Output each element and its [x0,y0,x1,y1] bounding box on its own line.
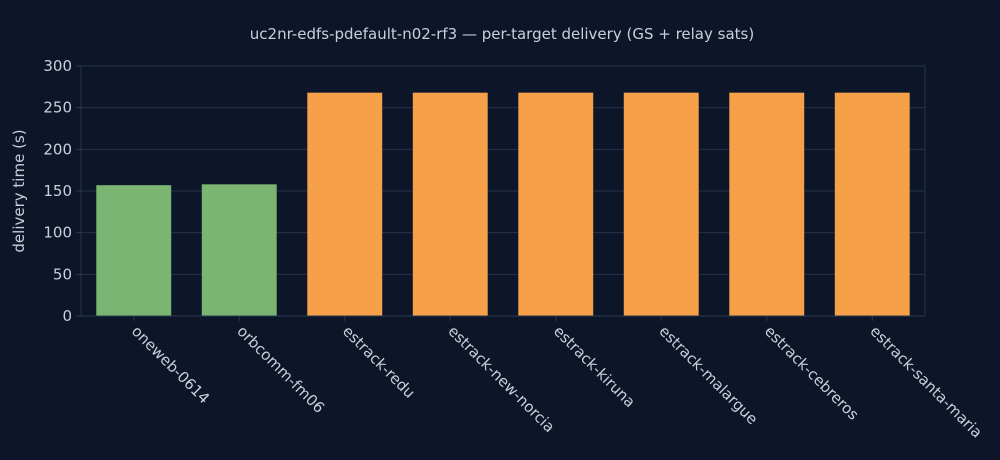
x-tick-label: estrack-cebreros [761,322,863,424]
y-tick-label: 50 [53,265,72,283]
bar-estrack-kiruna [518,92,594,317]
chart-title: uc2nr-edfs-pdefault-n02-rf3 — per-target… [250,25,754,43]
x-tick-label: orbcomm-fm06 [233,322,328,417]
y-tick-label: 150 [43,182,72,200]
y-tick-label: 0 [62,307,72,325]
y-tick-label: 300 [43,57,72,75]
bar-estrack-cebreros [729,92,805,317]
x-tick-label: estrack-redu [339,322,419,402]
y-tick-label: 100 [43,224,72,242]
bar-estrack-redu [307,92,383,317]
bars-layer [96,92,910,317]
y-axis-label: delivery time (s) [10,129,28,252]
bar-oneweb-0614 [96,185,172,316]
y-tick-label: 250 [43,99,72,117]
x-tick-label: estrack-kiruna [550,322,639,411]
y-tick-label: 200 [43,140,72,158]
bar-estrack-new-norcia [412,92,488,317]
bar-estrack-malargue [623,92,699,317]
x-tick-label: oneweb-0614 [128,322,213,407]
bar-estrack-santa-maria [834,92,910,317]
x-tick-label: estrack-santa-maria [866,322,985,441]
bar-orbcomm-fm06 [201,184,277,316]
x-tick-label: estrack-new-norcia [444,322,558,436]
x-tick-label: estrack-malargue [655,322,761,428]
